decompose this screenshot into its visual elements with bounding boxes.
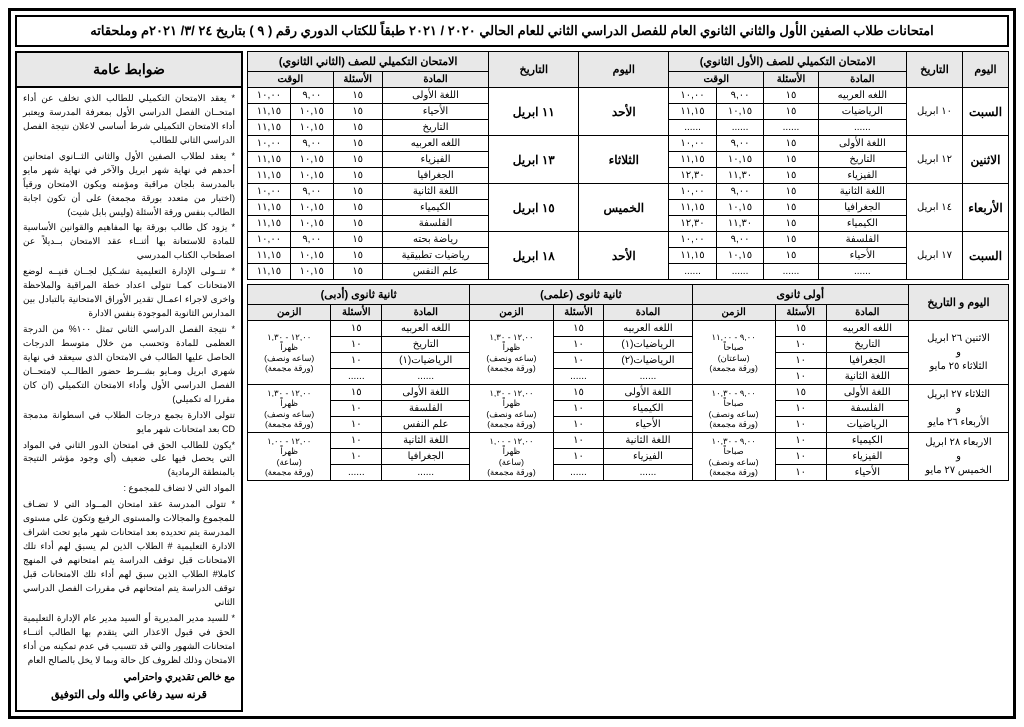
- page-title: امتحانات طلاب الصفين الأول والثاني الثان…: [15, 15, 1009, 47]
- rule-line: * يزود كل طالب بورقة بها المفاهيم والقوا…: [23, 221, 235, 263]
- signature-line: مع خالص تقديري واحترامي: [23, 670, 235, 686]
- complementary-exam-table: اليومالتاريخالامتحان التكميلي للصف (الأو…: [247, 51, 1009, 280]
- rules-body: * يعقد الامتحان التكميلي للطالب الذي تخل…: [17, 88, 241, 710]
- rule-line: * نتيجة الفصل الدراسي الثاني تمثل ١٠٠% م…: [23, 323, 235, 407]
- rules-heading: ضوابط عامة: [17, 53, 241, 88]
- rules-panel: ضوابط عامة * يعقد الامتحان التكميلي للطا…: [15, 51, 243, 712]
- rule-line: تتولى الادارة بجمع درجات الطلاب في اسطوا…: [23, 409, 235, 437]
- rule-line: المواد التي لا تضاف للمجموع :: [23, 482, 235, 496]
- document-frame: امتحانات طلاب الصفين الأول والثاني الثان…: [8, 8, 1016, 719]
- table-monthly: اليوم و التاريخأولى ثانوىثانية ثانوى (عل…: [247, 284, 1009, 481]
- rule-line: * تتــولى الإدارة التعليمية تشـكيل لجــا…: [23, 265, 235, 321]
- content-row: اليومالتاريخالامتحان التكميلي للصف (الأو…: [15, 51, 1009, 712]
- rule-line: * للسيد مدير المديرية أو السيد مدير عام …: [23, 612, 235, 668]
- signature-name: قرنه سيد رفاعي والله ولى التوفيق: [23, 687, 235, 704]
- rule-line: * يعقد الامتحان التكميلي للطالب الذي تخل…: [23, 92, 235, 148]
- table-complementary: اليومالتاريخالامتحان التكميلي للصف (الأو…: [247, 51, 1009, 280]
- rule-line: *يكون للطالب الحق في امتحان الدور الثاني…: [23, 439, 235, 481]
- tables-column: اليومالتاريخالامتحان التكميلي للصف (الأو…: [247, 51, 1009, 712]
- rule-line: * يعقد لطلاب الصفين الأول والثاني الثــا…: [23, 150, 235, 220]
- rule-line: * تتولى المدرسة عقد امتحان المــواد التي…: [23, 498, 235, 610]
- monthly-exam-table: اليوم و التاريخأولى ثانوىثانية ثانوى (عل…: [247, 284, 1009, 481]
